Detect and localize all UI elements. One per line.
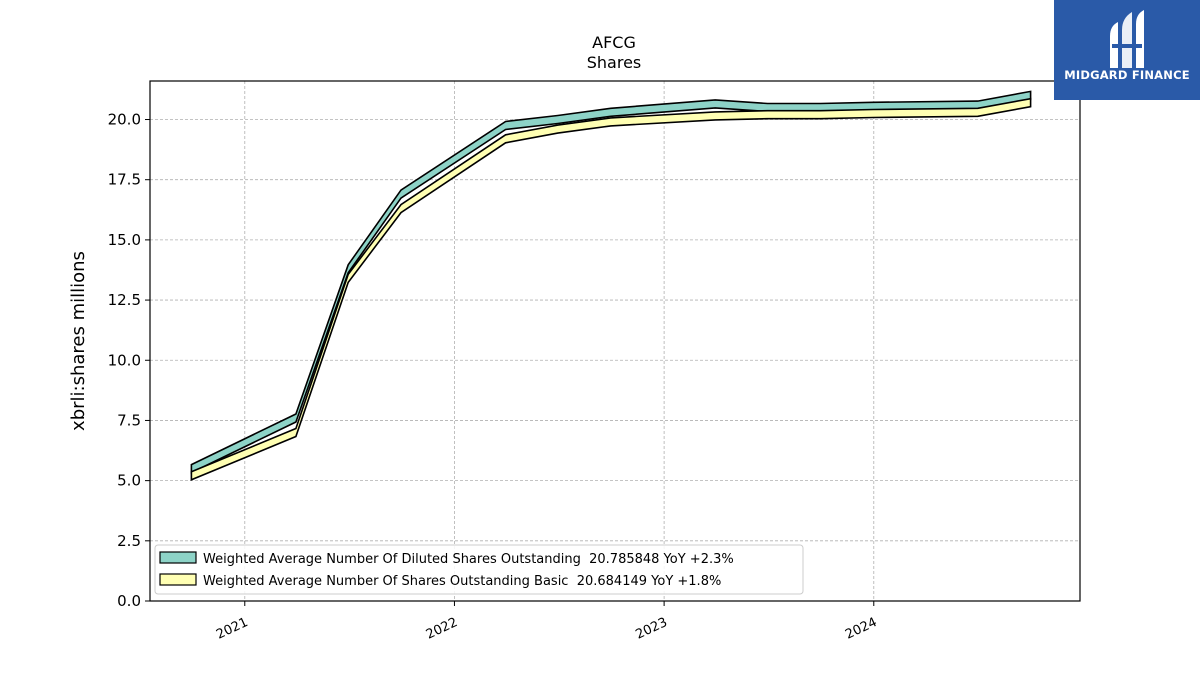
grid [150, 81, 1080, 602]
series-layer [190, 90, 1032, 481]
chart-subtitle: Shares [587, 53, 642, 72]
x-tick-label: 2023 [633, 615, 669, 643]
y-tick-label: 15.0 [108, 231, 141, 249]
y-tick-label: 0.0 [117, 592, 141, 610]
midgard-finance-logo: MIDGARD FINANCE [1054, 0, 1200, 100]
y-tick-label: 2.5 [117, 532, 141, 550]
plot-frame [149, 80, 1081, 602]
y-tick-label: 5.0 [117, 472, 141, 490]
series-band [190, 97, 1032, 481]
y-tick-label: 17.5 [108, 171, 141, 189]
x-tick-label: 2022 [424, 615, 460, 643]
legend-label: Weighted Average Number Of Diluted Share… [203, 552, 734, 567]
series-band [190, 90, 1032, 474]
y-tick-label: 10.0 [108, 351, 141, 369]
y-tick-label: 7.5 [117, 411, 141, 429]
x-tick-label: 2021 [214, 615, 250, 643]
legend-swatch [159, 551, 197, 564]
legend-label: Weighted Average Number Of Shares Outsta… [203, 574, 721, 589]
logo-text: MIDGARD FINANCE [1064, 68, 1190, 82]
legend: Weighted Average Number Of Diluted Share… [154, 544, 804, 595]
chart-title: AFCG [592, 33, 636, 52]
logo-mark-icon [1110, 10, 1144, 68]
y-axis-label: xbrli:shares millions [68, 251, 89, 431]
y-tick-label: 20.0 [108, 111, 141, 129]
legend-frame [154, 544, 804, 595]
legend-swatch [159, 573, 197, 586]
y-tick-label: 12.5 [108, 291, 141, 309]
x-tick-label: 2024 [843, 615, 879, 643]
